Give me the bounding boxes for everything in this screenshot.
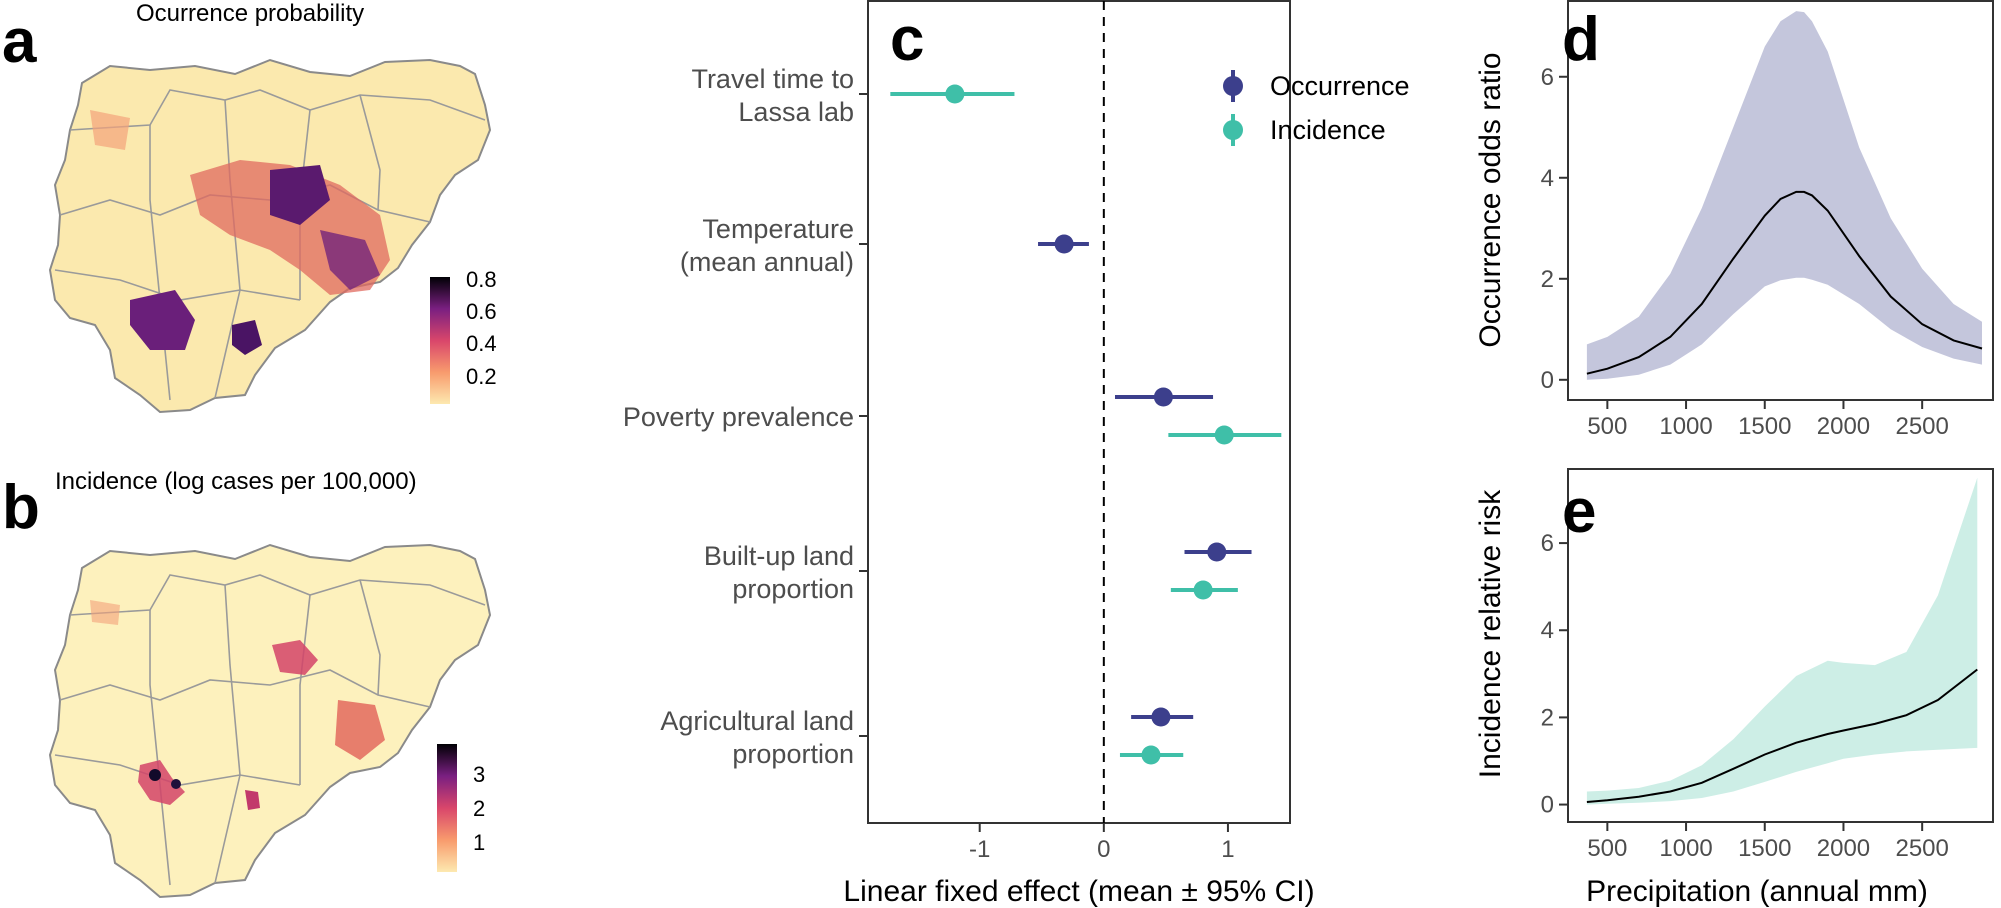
plot-frame-c — [867, 0, 1291, 824]
colorbar-a-tick: 0.6 — [466, 299, 497, 324]
colorbar-b-ticks: 3 2 1 — [473, 762, 485, 855]
occurrence-point — [1153, 387, 1173, 407]
y-axis-title-d: Occurrence odds ratio — [1474, 52, 1507, 347]
colorbar-b — [437, 744, 457, 872]
panel-letter-c: c — [890, 5, 924, 74]
x-tick-label: 2000 — [1817, 413, 1870, 440]
x-tick-label: 2500 — [1895, 835, 1948, 862]
y-tick-label: 2 — [1541, 704, 1554, 731]
y-tick-label: 4 — [1541, 165, 1554, 192]
incidence-point — [1193, 580, 1213, 600]
colorbar-b-tick: 2 — [473, 796, 485, 821]
y-tick-label: 4 — [1541, 617, 1554, 644]
occurrence-point — [1151, 707, 1171, 727]
category-label: Agricultural land — [660, 706, 854, 736]
x-tick-label: 1000 — [1659, 835, 1712, 862]
nigeria-map-b — [48, 543, 492, 899]
x-axis-title-e: Precipitation (annual mm) — [1586, 875, 1928, 908]
category-label: proportion — [732, 574, 854, 604]
x-tick-label: 500 — [1587, 835, 1627, 862]
colorbar-b-tick: 1 — [473, 830, 485, 855]
panel-letter-a: a — [2, 7, 37, 76]
panel-d: Occurrence odds ratio 0 2 4 6 500 1000 1500 200… — [1474, 0, 1994, 440]
panel-letter-e: e — [1562, 477, 1596, 546]
hotspots-b — [90, 600, 385, 810]
colorbar-a-tick: 0.8 — [466, 267, 497, 292]
legend-incidence-marker — [1223, 120, 1243, 140]
colorbar-a — [430, 277, 450, 404]
map-a-title: Ocurrence probability — [136, 0, 364, 27]
category-label: Built-up land — [704, 541, 854, 571]
x-tick-label: -1 — [969, 836, 990, 863]
x-tick-label: 2000 — [1817, 835, 1870, 862]
legend-incidence-label: Incidence — [1270, 115, 1386, 145]
panel-letter-b: b — [2, 473, 40, 542]
category-label: (mean annual) — [680, 247, 854, 277]
y-tick-label: 0 — [1541, 792, 1554, 819]
category-label: Lassa lab — [738, 97, 854, 127]
category-label: Travel time to — [691, 64, 854, 94]
x-tick-label: 1 — [1221, 836, 1234, 863]
y-tick-label: 6 — [1541, 64, 1554, 91]
mean-line — [1586, 668, 1978, 803]
colorbar-b-tick: 3 — [473, 762, 485, 787]
x-tick-label: 2500 — [1895, 413, 1948, 440]
panel-letter-d: d — [1562, 5, 1600, 74]
incidence-point — [945, 84, 965, 104]
panel-e: Incidence relative risk 0 2 4 6 500 1000 1500 2… — [1474, 468, 1994, 908]
legend-occurrence-label: Occurrence — [1270, 71, 1410, 101]
legend-c: Occurrence Incidence — [1223, 70, 1410, 146]
occurrence-point — [1054, 234, 1074, 254]
occurrence-point — [1207, 542, 1227, 562]
colorbar-a-tick: 0.4 — [466, 331, 497, 356]
x-axis-title-c: Linear fixed effect (mean ± 95% CI) — [843, 875, 1314, 908]
panel-a: a Ocurrence probability 0.8 0.6 0.4 0.2 — [2, 0, 497, 414]
y-tick-label: 0 — [1541, 367, 1554, 394]
x-tick-label: 1000 — [1659, 413, 1712, 440]
y-tick-label: 6 — [1541, 530, 1554, 557]
hotspots-a — [90, 110, 390, 355]
colorbar-a-tick: 0.2 — [466, 364, 497, 389]
y-tick-label: 2 — [1541, 266, 1554, 293]
x-tick-label: 1500 — [1738, 835, 1791, 862]
map-b-title: Incidence (log cases per 100,000) — [55, 468, 417, 495]
mean-line — [1586, 190, 1983, 375]
category-label: proportion — [732, 739, 854, 769]
legend-occurrence-marker — [1223, 76, 1243, 96]
panel-b: b Incidence (log cases per 100,000) 3 2 … — [2, 468, 492, 899]
incidence-point — [1214, 425, 1234, 445]
incidence-point — [1141, 745, 1161, 765]
colorbar-a-ticks: 0.8 0.6 0.4 0.2 — [466, 267, 497, 389]
x-tick-label: 500 — [1587, 413, 1627, 440]
x-tick-label: 1500 — [1738, 413, 1791, 440]
category-label: Temperature — [702, 214, 854, 244]
y-axis-title-e: Incidence relative risk — [1474, 489, 1507, 778]
category-label: Poverty prevalence — [623, 402, 854, 432]
x-tick-label: 0 — [1097, 836, 1110, 863]
